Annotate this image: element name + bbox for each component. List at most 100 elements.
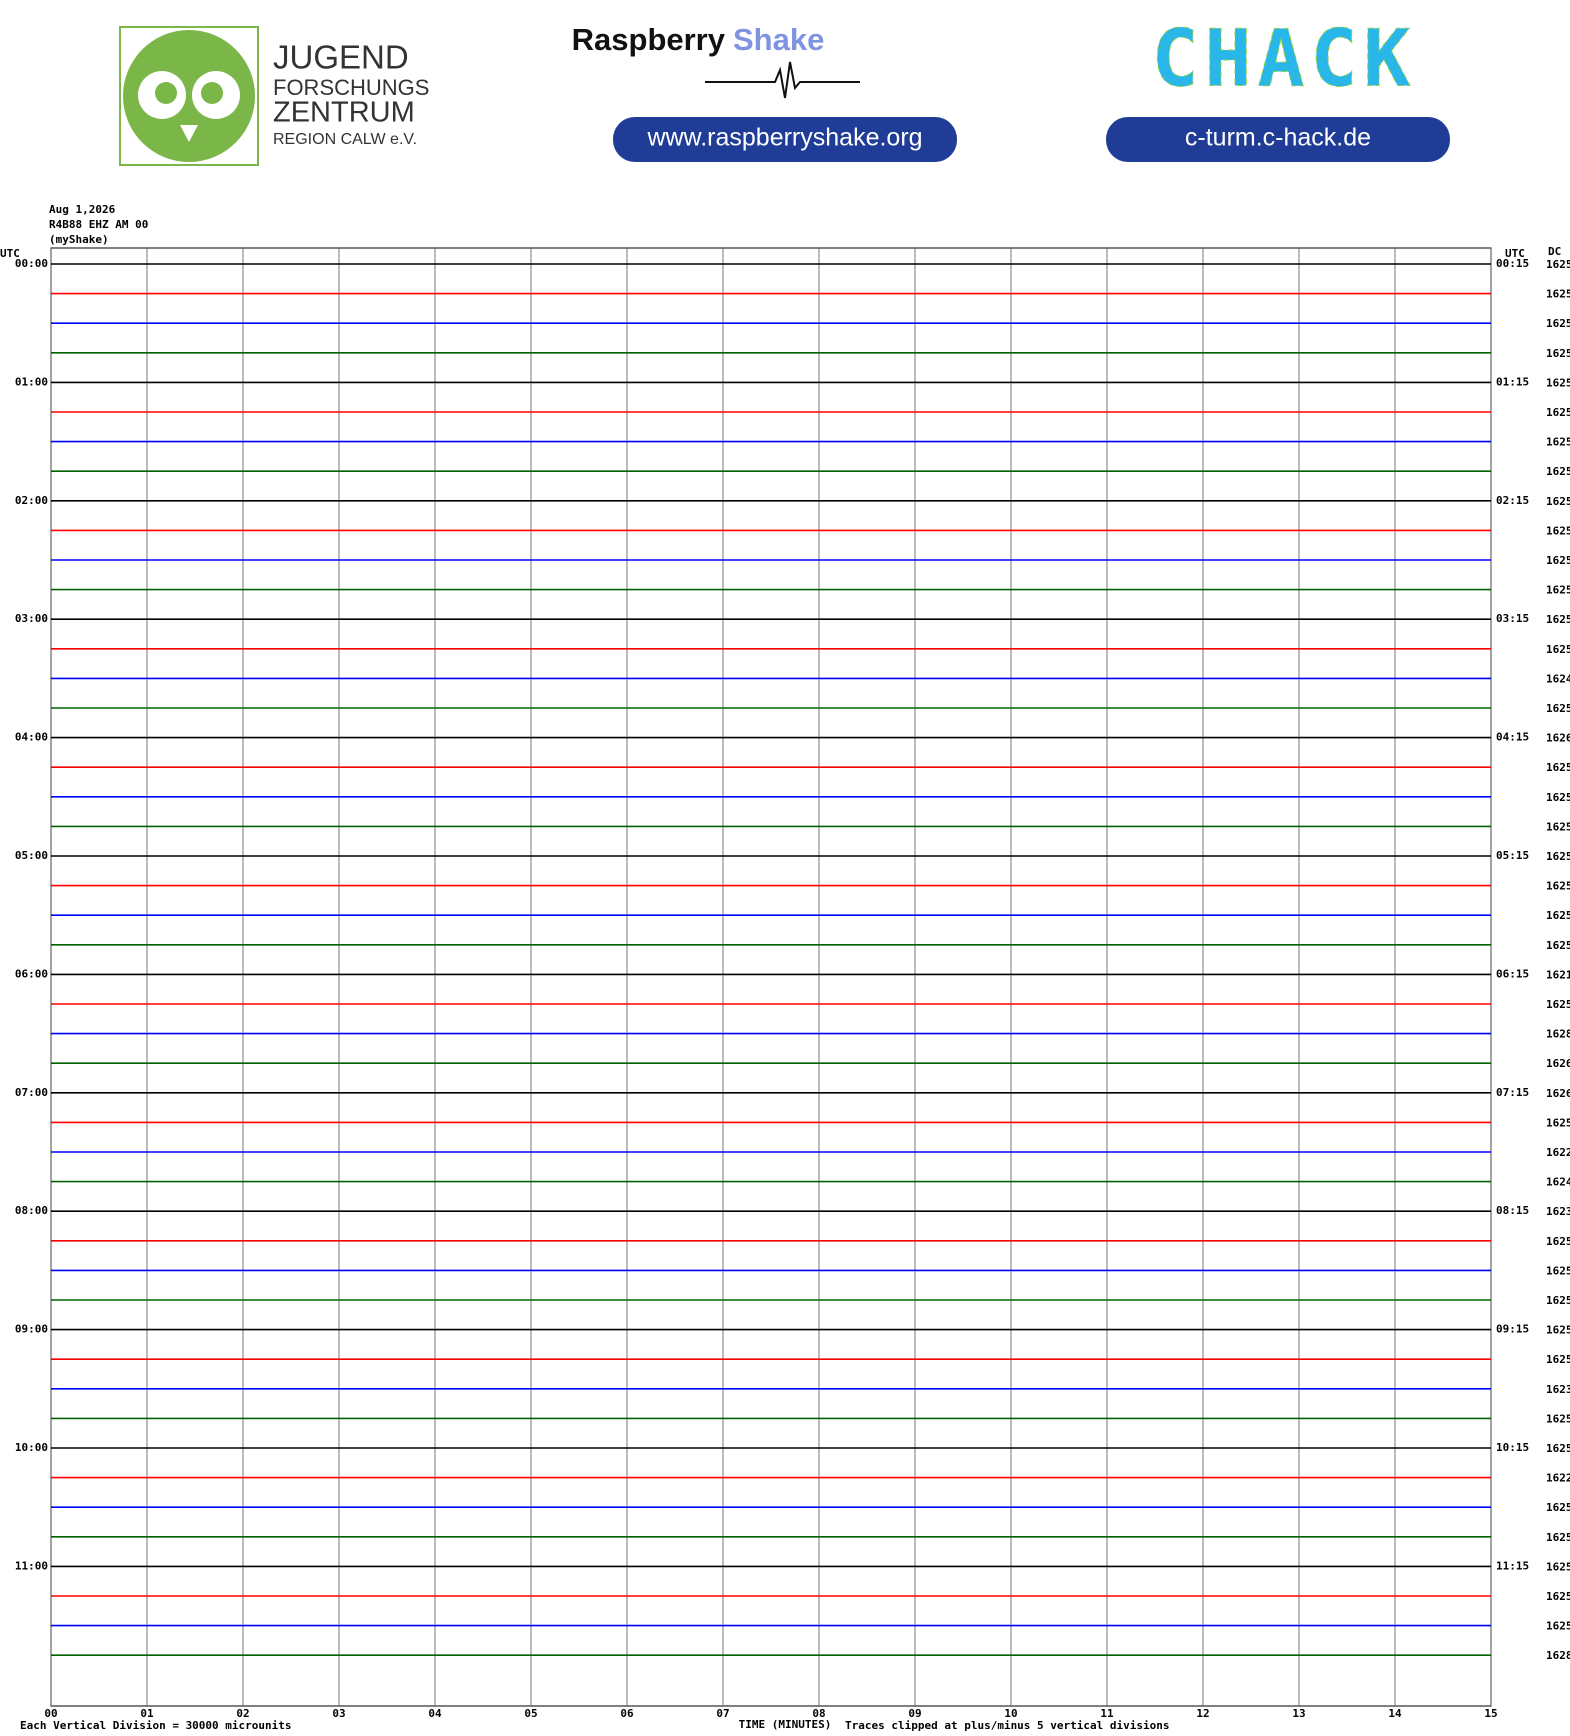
- right-time-label: 08:15: [1496, 1204, 1529, 1217]
- left-axis-title: UTC: [0, 247, 20, 260]
- right-time-label: 04:15: [1496, 731, 1529, 744]
- dc-value: 16215: [1546, 968, 1570, 981]
- x-tick-label: 01: [140, 1707, 154, 1720]
- x-tick-label: 03: [332, 1707, 345, 1720]
- dc-value: 16254: [1546, 1235, 1570, 1248]
- dc-title: DC: [1548, 245, 1561, 258]
- dc-value: 16256: [1546, 1501, 1570, 1514]
- x-tick-label: 04: [428, 1707, 442, 1720]
- x-tick-label: 07: [716, 1707, 729, 1720]
- right-time-label: 11:15: [1496, 1559, 1529, 1572]
- dc-value: 16253: [1546, 1590, 1570, 1603]
- dc-value: 16259: [1546, 791, 1570, 804]
- dc-value: 16253: [1546, 1531, 1570, 1544]
- dc-value: 16256: [1546, 288, 1570, 301]
- chack-logo: CHACK c-turm.c-hack.de: [1106, 14, 1450, 162]
- dc-value: 16258: [1546, 702, 1570, 715]
- jfz-logo: JUGEND FORSCHUNGS ZENTRUM REGION CALW e.…: [119, 26, 429, 166]
- dc-value: 16227: [1546, 1472, 1570, 1485]
- plot-frame: [50, 247, 1492, 1707]
- chack-text: CHACK: [1152, 14, 1417, 104]
- dc-value: 16255: [1546, 347, 1570, 360]
- dc-value: 16252: [1546, 1294, 1570, 1307]
- left-time-label: 10:00: [15, 1441, 48, 1454]
- left-time-label: 08:00: [15, 1204, 48, 1217]
- dc-value: 16254: [1546, 909, 1570, 922]
- rs-name: Raspberry: [572, 22, 726, 57]
- dc-value: 16258: [1546, 1116, 1570, 1129]
- dc-value: 16286: [1546, 1649, 1570, 1662]
- x-tick-label: 05: [524, 1707, 537, 1720]
- left-time-label: 06:00: [15, 967, 48, 980]
- right-time-label: 06:15: [1496, 967, 1529, 980]
- dc-value: 16255: [1546, 554, 1570, 567]
- dc-value: 16253: [1546, 406, 1570, 419]
- dc-value: 16255: [1546, 465, 1570, 478]
- x-tick-label: 06: [620, 1707, 634, 1720]
- dc-value: 16255: [1546, 761, 1570, 774]
- x-tick-label: 11: [1100, 1707, 1114, 1720]
- station: R4B88 EHZ AM 00: [49, 218, 148, 231]
- right-time-label: 07:15: [1496, 1086, 1529, 1099]
- left-time-label: 07:00: [15, 1086, 48, 1099]
- dc-value: 16258: [1546, 1324, 1570, 1337]
- dc-value: 16255: [1546, 584, 1570, 597]
- dc-value: 16235: [1546, 1383, 1570, 1396]
- dc-value: 16256: [1546, 317, 1570, 330]
- dc-value: 16252: [1546, 495, 1570, 508]
- dc-value: 16254: [1546, 613, 1570, 626]
- dc-value: 16253: [1546, 436, 1570, 449]
- x-tick-label: 08: [812, 1707, 825, 1720]
- source: (myShake): [49, 233, 109, 246]
- left-time-label: 03:00: [15, 612, 48, 625]
- left-time-label: 09:00: [15, 1323, 48, 1336]
- dc-value: 16259: [1546, 1442, 1570, 1455]
- right-time-label: 02:15: [1496, 494, 1529, 507]
- chack-url: c-turm.c-hack.de: [1185, 124, 1371, 152]
- dc-value: 16255: [1546, 850, 1570, 863]
- left-time-label: 04:00: [15, 731, 48, 744]
- x-tick-label: 02: [236, 1707, 249, 1720]
- rs-logo: Raspberry Shake www.raspberryshake.org: [572, 22, 957, 162]
- jfz-text: ZENTRUM: [273, 97, 415, 129]
- right-axis-title: UTC: [1505, 247, 1525, 260]
- left-time-label: 00:00: [15, 257, 48, 270]
- left-time-label: 11:00: [15, 1559, 48, 1572]
- dc-value: 16263: [1546, 732, 1570, 745]
- jfz-text: JUGEND: [273, 39, 409, 76]
- rs-url: www.raspberryshake.org: [646, 124, 922, 152]
- dc-value: 16257: [1546, 1620, 1570, 1633]
- jfz-text: REGION CALW e.V.: [273, 131, 417, 148]
- right-time-label: 05:15: [1496, 849, 1529, 862]
- dc-value: 16253: [1546, 258, 1570, 271]
- dc-value: 16255: [1546, 820, 1570, 833]
- right-time-label: 10:15: [1496, 1441, 1529, 1454]
- x-tick-label: 00: [44, 1707, 57, 1720]
- dc-value: 16255: [1546, 643, 1570, 656]
- left-time-label: 05:00: [15, 849, 48, 862]
- dc-value: 16256: [1546, 1353, 1570, 1366]
- dc-value: 16259: [1546, 939, 1570, 952]
- dc-value: 16256: [1546, 998, 1570, 1011]
- jfz-text: FORSCHUNGS: [273, 75, 429, 100]
- dc-value: 16255: [1546, 376, 1570, 389]
- dc-value: 16254: [1546, 1412, 1570, 1425]
- x-tick-label: 14: [1388, 1707, 1402, 1720]
- right-time-label: 03:15: [1496, 612, 1529, 625]
- dc-value: 16253: [1546, 524, 1570, 537]
- dc-value: 16249: [1546, 672, 1570, 685]
- rs-shake: Shake: [733, 22, 824, 57]
- dc-value: 16250: [1546, 1264, 1570, 1277]
- dc-value: 16257: [1546, 1560, 1570, 1573]
- right-time-label: 01:15: [1496, 375, 1529, 388]
- left-time-label: 01:00: [15, 375, 48, 388]
- dc-value: 16264: [1546, 1057, 1570, 1070]
- x-tick-label: 12: [1196, 1707, 1209, 1720]
- x-axis-title: TIME (MINUTES): [739, 1718, 832, 1731]
- right-time-label: 00:15: [1496, 257, 1529, 270]
- x-tick-label: 13: [1292, 1707, 1305, 1720]
- x-tick-label: 15: [1484, 1707, 1497, 1720]
- right-time-label: 09:15: [1496, 1323, 1529, 1336]
